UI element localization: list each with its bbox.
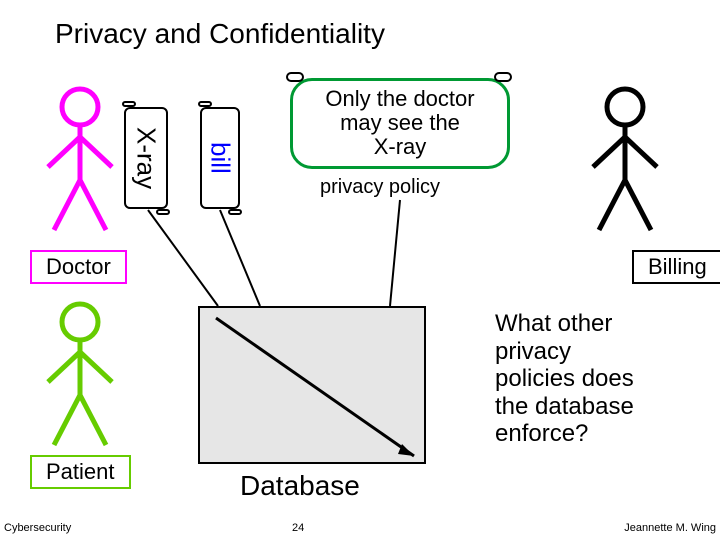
- scroll-curl-icon: [198, 101, 212, 107]
- scroll-curl-icon: [156, 209, 170, 215]
- database-label: Database: [240, 470, 360, 502]
- question-text: What other privacy policies does the dat…: [495, 310, 715, 448]
- policy-line-3: X-ray: [303, 135, 497, 159]
- database-rect: [198, 306, 426, 464]
- patient-label-box: Patient: [30, 455, 131, 489]
- patient-figure: [40, 300, 120, 450]
- doctor-figure: [40, 85, 120, 235]
- question-line-2: privacy: [495, 338, 715, 366]
- question-line-1: What other: [495, 310, 715, 338]
- bill-document: bill: [200, 107, 240, 209]
- doctor-figure-svg: [40, 85, 120, 235]
- footer-left: Cybersecurity: [4, 522, 71, 534]
- banner-curl-right-icon: [494, 72, 512, 82]
- banner-curl-left-icon: [286, 72, 304, 82]
- policy-line-2: may see the: [303, 111, 497, 135]
- slide-number: 24: [292, 522, 304, 534]
- question-line-5: enforce?: [495, 420, 715, 448]
- scroll-curl-icon: [228, 209, 242, 215]
- patient-figure-svg: [40, 300, 120, 450]
- bill-label: bill: [205, 142, 236, 174]
- question-line-3: policies does: [495, 365, 715, 393]
- policy-caption: privacy policy: [320, 176, 440, 199]
- billing-figure-svg: [585, 85, 665, 235]
- question-line-4: the database: [495, 393, 715, 421]
- scroll-curl-icon: [122, 101, 136, 107]
- xray-label: X-ray: [131, 127, 162, 189]
- policy-banner: Only the doctor may see the X-ray: [290, 78, 510, 169]
- slide-title: Privacy and Confidentiality: [55, 18, 385, 50]
- doctor-label-box: Doctor: [30, 250, 127, 284]
- xray-document: X-ray: [124, 107, 168, 209]
- policy-line-1: Only the doctor: [303, 87, 497, 111]
- billing-label-box: Billing: [632, 250, 720, 284]
- billing-figure: [585, 85, 665, 235]
- footer-right: Jeannette M. Wing: [624, 522, 716, 534]
